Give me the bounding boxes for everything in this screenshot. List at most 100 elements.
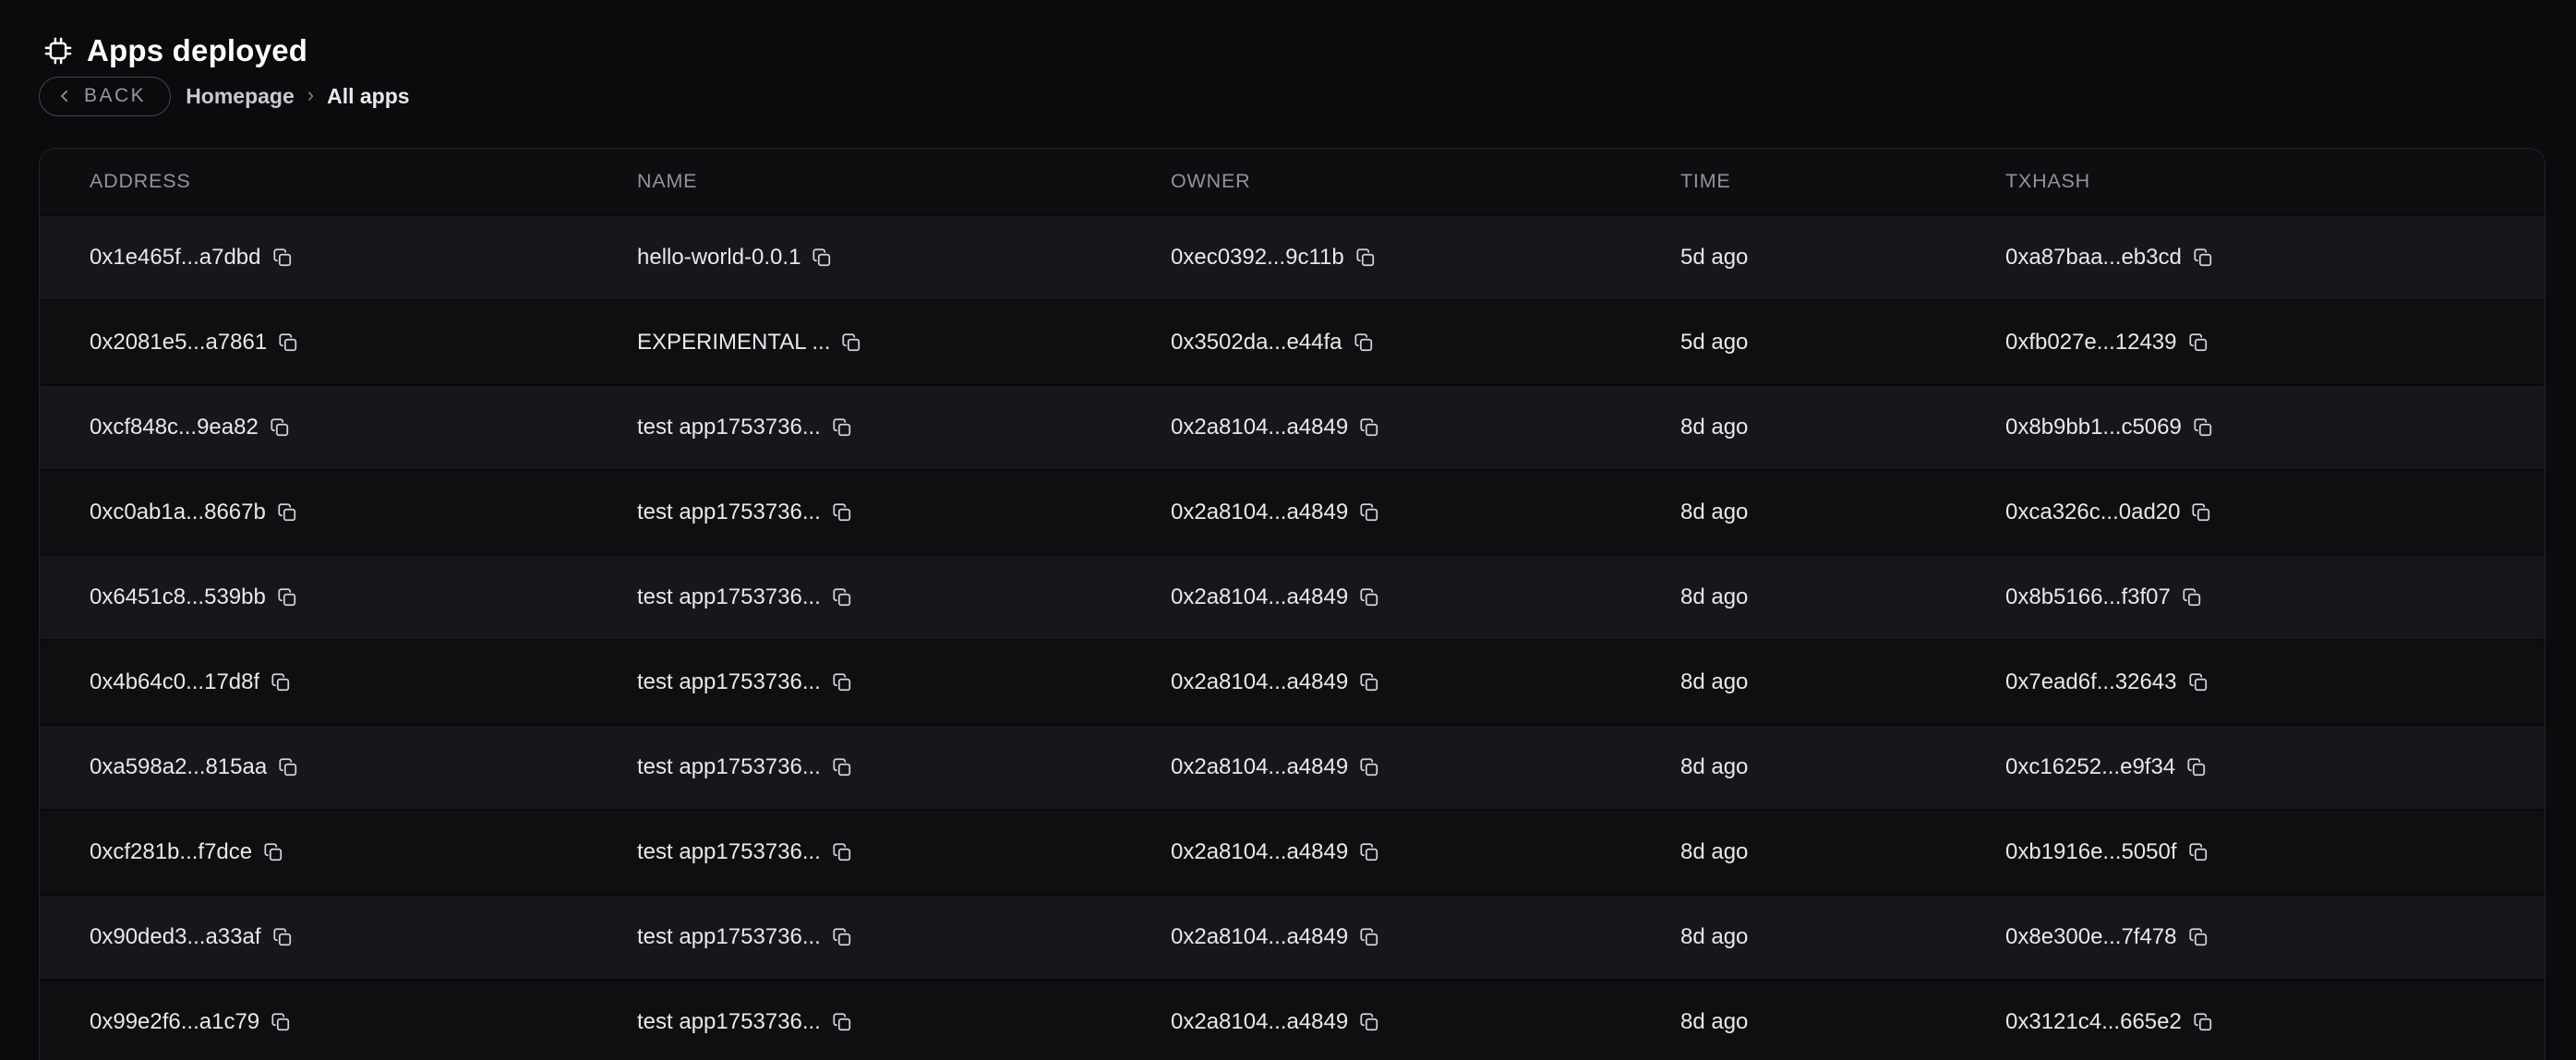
address-value: 0x6451c8...539bb bbox=[90, 584, 266, 609]
address-cell: 0xa598a2...815aa bbox=[90, 754, 637, 780]
txhash-cell: 0x8b5166...f3f07 bbox=[2005, 584, 2545, 610]
copy-icon[interactable] bbox=[831, 586, 853, 608]
txhash-value: 0x7ead6f...32643 bbox=[2005, 669, 2177, 694]
copy-icon[interactable] bbox=[2181, 586, 2203, 608]
column-header-txhash: TXHASH bbox=[2005, 170, 2091, 192]
back-button[interactable]: BACK bbox=[39, 76, 172, 116]
copy-icon[interactable] bbox=[271, 247, 294, 269]
table-row: 0xc0ab1a...8667b test app1753736... 0x2a… bbox=[40, 469, 2545, 554]
time-cell: 8d ago bbox=[1680, 1009, 2005, 1035]
copy-icon[interactable] bbox=[2187, 841, 2209, 863]
copy-icon[interactable] bbox=[271, 926, 294, 948]
name-cell: test app1753736... bbox=[637, 924, 1171, 950]
copy-icon[interactable] bbox=[2187, 331, 2209, 354]
copy-icon[interactable] bbox=[1358, 501, 1380, 524]
copy-icon[interactable] bbox=[2190, 501, 2212, 524]
name-value: test app1753736... bbox=[637, 669, 821, 694]
copy-icon[interactable] bbox=[2192, 416, 2214, 439]
txhash-value: 0xfb027e...12439 bbox=[2005, 330, 2177, 355]
owner-value: 0x2a8104...a4849 bbox=[1171, 584, 1349, 609]
breadcrumb-homepage[interactable]: Homepage bbox=[186, 83, 295, 108]
copy-icon[interactable] bbox=[831, 671, 853, 693]
copy-icon[interactable] bbox=[262, 841, 284, 863]
copy-icon[interactable] bbox=[1354, 247, 1377, 269]
copy-icon[interactable] bbox=[1358, 586, 1380, 608]
copy-icon[interactable] bbox=[2185, 756, 2208, 778]
owner-value: 0x3502da...e44fa bbox=[1171, 330, 1342, 355]
name-value: test app1753736... bbox=[637, 839, 821, 864]
copy-icon[interactable] bbox=[831, 926, 853, 948]
address-value: 0x99e2f6...a1c79 bbox=[90, 1009, 260, 1034]
time-value: 5d ago bbox=[1680, 245, 1749, 270]
address-cell: 0xc0ab1a...8667b bbox=[90, 500, 637, 525]
chevron-left-icon bbox=[61, 90, 68, 102]
owner-cell: 0x2a8104...a4849 bbox=[1171, 669, 1680, 695]
copy-icon[interactable] bbox=[1358, 926, 1380, 948]
time-cell: 5d ago bbox=[1680, 245, 2005, 271]
copy-icon[interactable] bbox=[2192, 247, 2214, 269]
copy-icon[interactable] bbox=[1358, 756, 1380, 778]
owner-value: 0x2a8104...a4849 bbox=[1171, 754, 1349, 779]
address-cell: 0x4b64c0...17d8f bbox=[90, 669, 637, 695]
txhash-value: 0xb1916e...5050f bbox=[2005, 839, 2177, 864]
copy-icon[interactable] bbox=[1358, 416, 1380, 439]
address-cell: 0x90ded3...a33af bbox=[90, 924, 637, 950]
txhash-cell: 0xca326c...0ad20 bbox=[2005, 500, 2545, 525]
copy-icon[interactable] bbox=[277, 756, 299, 778]
txhash-cell: 0x8e300e...7f478 bbox=[2005, 924, 2545, 950]
txhash-value: 0x8b9bb1...c5069 bbox=[2005, 415, 2182, 440]
txhash-value: 0x8b5166...f3f07 bbox=[2005, 584, 2171, 609]
copy-icon[interactable] bbox=[1358, 841, 1380, 863]
copy-icon[interactable] bbox=[1358, 671, 1380, 693]
breadcrumb: Homepage › All apps bbox=[186, 84, 409, 109]
name-value: test app1753736... bbox=[637, 754, 821, 779]
time-cell: 8d ago bbox=[1680, 415, 2005, 440]
address-cell: 0x6451c8...539bb bbox=[90, 584, 637, 610]
copy-icon[interactable] bbox=[269, 416, 291, 439]
txhash-value: 0x8e300e...7f478 bbox=[2005, 924, 2177, 949]
address-cell: 0x1e465f...a7dbd bbox=[90, 245, 637, 271]
copy-icon[interactable] bbox=[831, 501, 853, 524]
table-row: 0xa598a2...815aa test app1753736... 0x2a… bbox=[40, 724, 2545, 809]
table-row: 0x6451c8...539bb test app1753736... 0x2a… bbox=[40, 554, 2545, 639]
owner-value: 0x2a8104...a4849 bbox=[1171, 415, 1349, 440]
copy-icon[interactable] bbox=[831, 1011, 853, 1033]
page-title: Apps deployed bbox=[87, 33, 308, 67]
name-cell: test app1753736... bbox=[637, 415, 1171, 440]
copy-icon[interactable] bbox=[831, 756, 853, 778]
name-cell: test app1753736... bbox=[637, 754, 1171, 780]
copy-icon[interactable] bbox=[277, 331, 299, 354]
txhash-cell: 0x8b9bb1...c5069 bbox=[2005, 415, 2545, 440]
owner-cell: 0x2a8104...a4849 bbox=[1171, 839, 1680, 865]
time-cell: 8d ago bbox=[1680, 924, 2005, 950]
txhash-value: 0x3121c4...665e2 bbox=[2005, 1009, 2182, 1034]
copy-icon[interactable] bbox=[2192, 1011, 2214, 1033]
table-body: 0x1e465f...a7dbd hello-world-0.0.1 0xec0… bbox=[40, 214, 2545, 1060]
copy-icon[interactable] bbox=[831, 841, 853, 863]
copy-icon[interactable] bbox=[840, 331, 862, 354]
owner-value: 0xec0392...9c11b bbox=[1171, 245, 1344, 270]
address-cell: 0xcf848c...9ea82 bbox=[90, 415, 637, 440]
txhash-value: 0xc16252...e9f34 bbox=[2005, 754, 2176, 779]
copy-icon[interactable] bbox=[276, 501, 298, 524]
copy-icon[interactable] bbox=[811, 247, 833, 269]
copy-icon[interactable] bbox=[1358, 1011, 1380, 1033]
owner-cell: 0x3502da...e44fa bbox=[1171, 330, 1680, 355]
breadcrumb-all-apps[interactable]: All apps bbox=[327, 83, 410, 108]
address-value: 0xc0ab1a...8667b bbox=[90, 500, 266, 524]
copy-icon[interactable] bbox=[270, 1011, 292, 1033]
address-cell: 0x99e2f6...a1c79 bbox=[90, 1009, 637, 1035]
copy-icon[interactable] bbox=[831, 416, 853, 439]
copy-icon[interactable] bbox=[270, 671, 292, 693]
owner-cell: 0xec0392...9c11b bbox=[1171, 245, 1680, 271]
time-cell: 8d ago bbox=[1680, 500, 2005, 525]
copy-icon[interactable] bbox=[2187, 671, 2209, 693]
copy-icon[interactable] bbox=[1353, 331, 1375, 354]
name-cell: test app1753736... bbox=[637, 669, 1171, 695]
copy-icon[interactable] bbox=[2187, 926, 2209, 948]
owner-cell: 0x2a8104...a4849 bbox=[1171, 584, 1680, 610]
name-cell: test app1753736... bbox=[637, 1009, 1171, 1035]
name-cell: test app1753736... bbox=[637, 839, 1171, 865]
copy-icon[interactable] bbox=[276, 586, 298, 608]
owner-value: 0x2a8104...a4849 bbox=[1171, 669, 1349, 694]
